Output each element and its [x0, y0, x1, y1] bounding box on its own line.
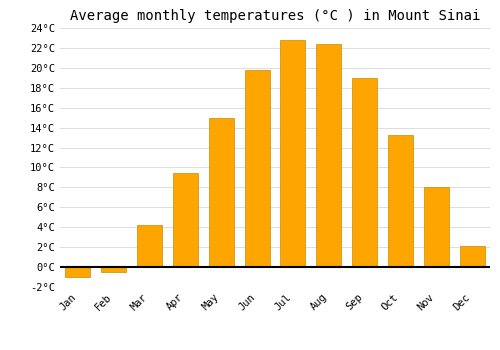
Bar [352, 78, 377, 267]
Bar [424, 187, 449, 267]
Bar [388, 135, 413, 267]
Title: Average monthly temperatures (°C ) in Mount Sinai: Average monthly temperatures (°C ) in Mo… [70, 9, 480, 23]
Bar [280, 40, 305, 267]
Bar [101, 267, 126, 272]
Bar [244, 70, 270, 267]
Bar [316, 44, 342, 267]
Bar [173, 174, 198, 267]
Bar [460, 246, 484, 267]
Bar [137, 225, 162, 267]
Bar [66, 267, 90, 277]
Bar [208, 118, 234, 267]
